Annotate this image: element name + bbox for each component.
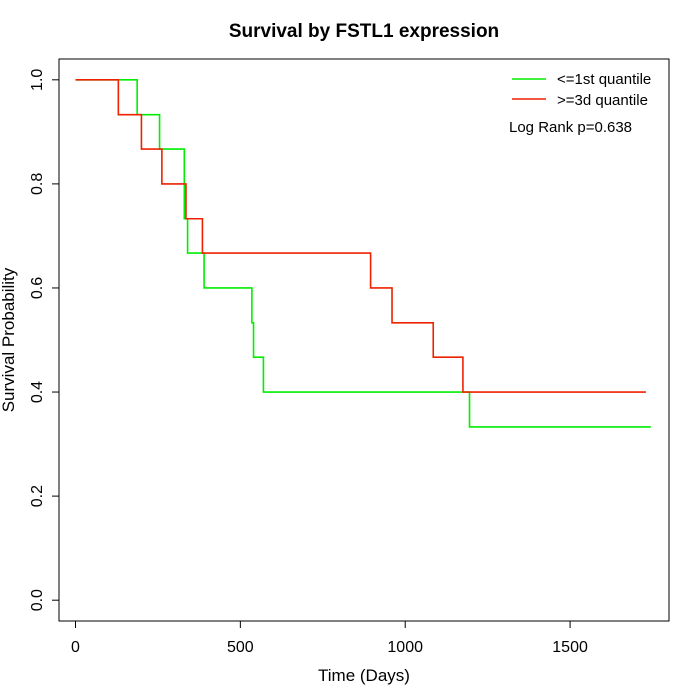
y-tick-label: 1.0: [29, 69, 46, 91]
series-layer: [75, 79, 651, 428]
legend-label-low: <=1st quantile: [557, 71, 651, 88]
x-tick-label: 500: [227, 639, 254, 656]
survival-curve-high: [75, 79, 646, 393]
x-tick-label: 1500: [552, 639, 588, 656]
legend-label-high: >=3d quantile: [557, 92, 648, 109]
y-tick-label: 0.6: [29, 277, 46, 299]
x-axis-label: Time (Days): [318, 666, 410, 685]
x-tick-label: 1000: [387, 639, 423, 656]
survival-curve-low: [75, 79, 651, 428]
plot-frame: [58, 58, 670, 622]
x-tick-label: 0: [71, 639, 80, 656]
y-axis: 0.0 0.2 0.4 0.6 0.8 1.0: [29, 69, 59, 611]
y-tick-label: 0.8: [29, 173, 46, 195]
chart-title: Survival by FSTL1 expression: [229, 21, 499, 42]
y-tick-label: 0.2: [29, 485, 46, 507]
y-axis-label: Survival Probability: [0, 267, 18, 412]
legend: <=1st quantile >=3d quantile: [512, 71, 651, 109]
y-tick-label: 0.4: [29, 381, 46, 403]
y-tick-label: 0.0: [29, 589, 46, 611]
log-rank-annotation: Log Rank p=0.638: [509, 119, 632, 136]
x-axis: 0 500 1000 1500: [71, 621, 588, 656]
